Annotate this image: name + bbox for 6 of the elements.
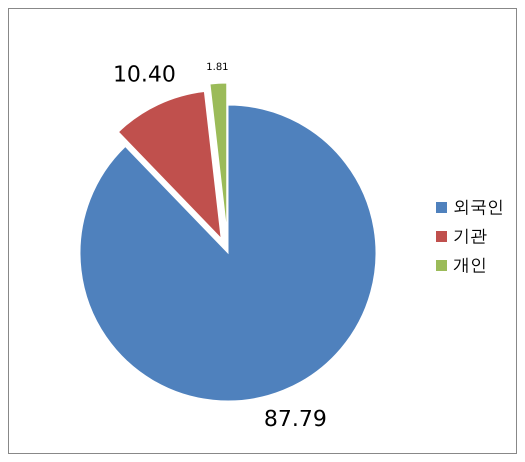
- legend-label: 개인: [453, 256, 487, 276]
- data-label: 1.81: [206, 62, 229, 74]
- legend-label: 기관: [453, 226, 487, 247]
- data-label: 87.79: [264, 406, 327, 432]
- legend-label: 외국인: [453, 198, 504, 218]
- data-label: 10.40: [112, 62, 176, 88]
